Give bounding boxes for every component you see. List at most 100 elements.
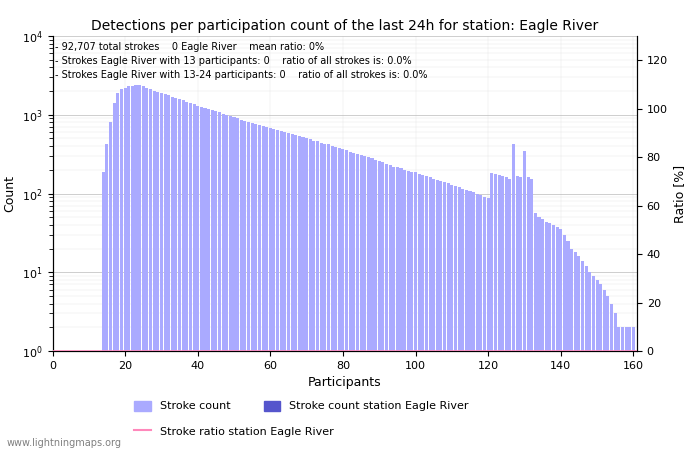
Bar [450, 184, 454, 450]
Bar [603, 290, 606, 450]
Bar [483, 197, 486, 450]
Bar [566, 241, 570, 450]
Bar [124, 88, 127, 450]
Bar [636, 351, 638, 450]
Bar [305, 139, 308, 450]
Bar [428, 177, 432, 450]
Bar [312, 140, 316, 450]
Bar [574, 252, 577, 450]
Bar [342, 149, 344, 450]
Bar [578, 256, 580, 450]
Bar [106, 144, 108, 450]
X-axis label: Participants: Participants [308, 376, 382, 389]
Bar [338, 148, 341, 450]
Bar [327, 144, 330, 450]
Bar [269, 128, 272, 450]
Bar [80, 351, 83, 450]
Bar [519, 177, 522, 450]
Bar [382, 162, 384, 450]
Bar [127, 86, 130, 450]
Bar [458, 187, 461, 450]
Bar [370, 158, 374, 450]
Bar [120, 90, 123, 450]
Bar [76, 351, 80, 450]
Bar [418, 174, 421, 450]
Bar [102, 171, 105, 450]
Bar [523, 151, 526, 450]
Bar [91, 351, 94, 450]
Bar [134, 85, 137, 450]
Bar [349, 152, 351, 450]
Bar [556, 227, 559, 450]
Bar [66, 351, 69, 450]
Bar [559, 230, 562, 450]
Bar [621, 327, 624, 450]
Bar [272, 129, 276, 450]
Bar [534, 213, 537, 450]
Bar [628, 327, 631, 450]
Text: - 92,707 total strokes    0 Eagle River    mean ratio: 0%
- Strokes Eagle River : - 92,707 total strokes 0 Eagle River mea… [55, 42, 428, 80]
Bar [254, 124, 258, 450]
Bar [581, 261, 584, 450]
Bar [276, 130, 279, 450]
Bar [280, 131, 283, 450]
Bar [530, 179, 533, 450]
Bar [160, 93, 163, 450]
Bar [472, 192, 475, 450]
Bar [265, 127, 268, 450]
Bar [236, 118, 239, 450]
Bar [138, 86, 141, 450]
Bar [207, 109, 210, 450]
Bar [610, 304, 613, 450]
Bar [320, 143, 323, 450]
Bar [516, 176, 519, 450]
Bar [51, 351, 54, 450]
Bar [284, 132, 286, 450]
Bar [323, 144, 326, 450]
Bar [251, 123, 253, 450]
Bar [363, 156, 366, 450]
Bar [367, 157, 370, 450]
Bar [153, 91, 155, 450]
Bar [218, 112, 221, 450]
Bar [624, 327, 628, 450]
Bar [62, 351, 65, 450]
Bar [294, 135, 298, 450]
Bar [468, 191, 472, 450]
Bar [302, 137, 304, 450]
Bar [69, 351, 72, 450]
Bar [476, 194, 479, 450]
Bar [588, 272, 592, 450]
Bar [378, 161, 381, 450]
Bar [309, 139, 312, 450]
Bar [204, 108, 206, 450]
Bar [290, 134, 294, 450]
Bar [199, 107, 203, 450]
Bar [146, 88, 148, 450]
Bar [225, 115, 228, 450]
Bar [298, 136, 301, 450]
Bar [193, 104, 195, 450]
Bar [174, 98, 178, 450]
Bar [498, 176, 500, 450]
Bar [421, 176, 424, 450]
Bar [443, 182, 446, 450]
Bar [614, 314, 617, 450]
Bar [360, 155, 363, 450]
Bar [440, 181, 442, 450]
Bar [403, 170, 406, 450]
Bar [563, 235, 566, 450]
Bar [512, 144, 515, 450]
Bar [501, 176, 504, 450]
Bar [400, 168, 402, 450]
Bar [141, 86, 145, 450]
Bar [131, 86, 134, 450]
Bar [592, 276, 595, 450]
Bar [486, 198, 490, 450]
Bar [258, 125, 261, 450]
Bar [316, 141, 319, 450]
Bar [167, 95, 170, 450]
Bar [88, 351, 90, 450]
Bar [178, 99, 181, 450]
Bar [247, 122, 250, 450]
